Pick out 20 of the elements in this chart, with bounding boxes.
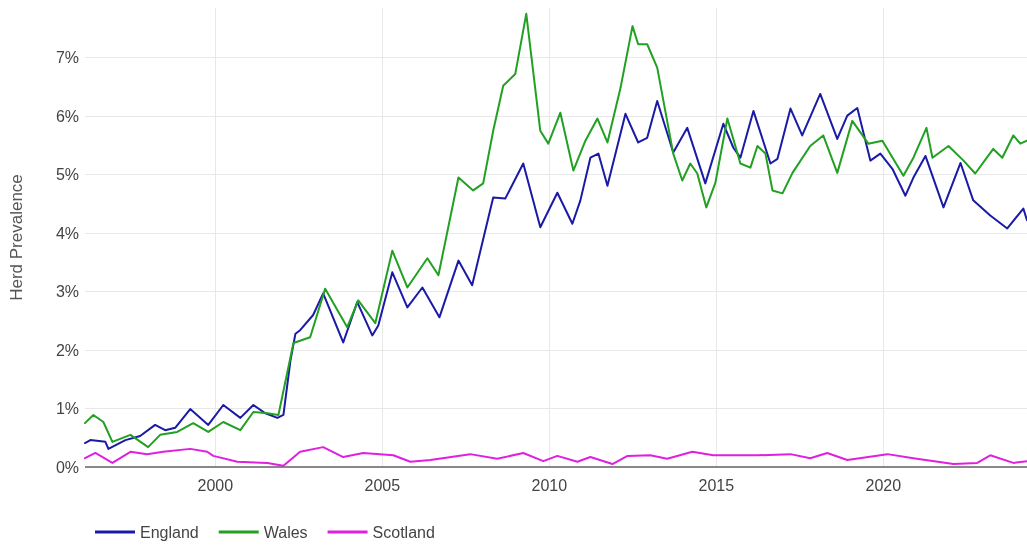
legend-label: Wales [263,523,308,541]
y-tick-label: 0% [55,458,79,476]
x-tick-label: 2010 [531,476,568,494]
legend-label: England [140,523,199,541]
y-tick-label: 1% [55,400,79,418]
x-tick-label: 2020 [865,476,902,494]
line-series [84,12,1027,449]
x-tick-label: 2000 [197,476,234,494]
x-tick-label: 2005 [364,476,401,494]
line-series [84,446,1027,467]
y-tick-label: 2% [55,341,79,359]
legend-label: Scotland [372,523,435,541]
y-tick-label: 7% [55,49,79,67]
y-tick-label: 5% [55,166,79,184]
y-tick-label: 4% [55,224,79,242]
y-tick-label: 3% [55,283,79,301]
y-tick-label: 6% [55,107,79,125]
y-axis-title: Herd Prevalence [7,174,26,301]
x-tick-label: 2015 [698,476,735,494]
line-series [84,92,1027,450]
